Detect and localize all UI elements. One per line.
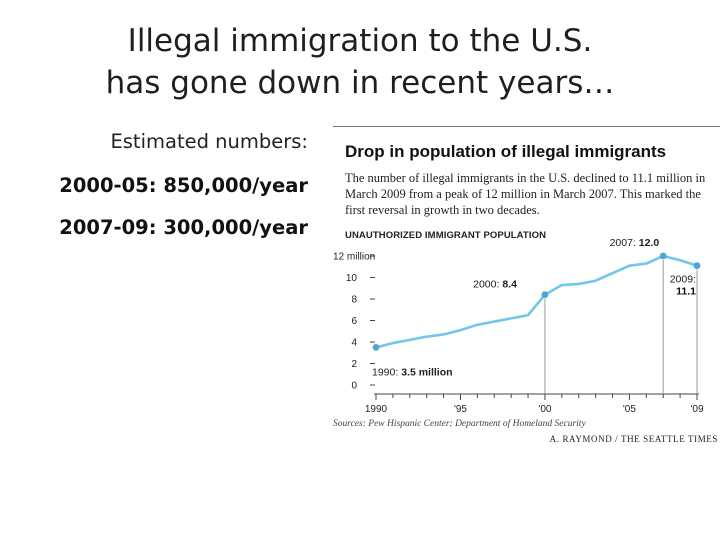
y-tick-label: 10	[346, 273, 358, 284]
figure-subhead: UNAUTHORIZED IMMIGRANT POPULATION	[345, 230, 547, 241]
slide-title: Illegal immigration to the U.S. has gone…	[0, 20, 720, 104]
data-label-1990: 1990: 3.5 million	[372, 366, 453, 378]
slide-title-line-2: has gone down in recent years…	[105, 65, 615, 101]
data-label-1990-year: 1990:	[372, 366, 401, 378]
x-tick-label: '09	[690, 404, 703, 415]
data-point-2000	[541, 291, 549, 299]
y-tick-label: 2	[351, 359, 357, 370]
data-label-2009-year: 2009:	[670, 274, 696, 286]
series-line	[374, 254, 699, 349]
y-tick-label: 8	[351, 295, 357, 306]
x-tick-label: '95	[454, 404, 467, 415]
stat-2007-09: 2007-09: 300,000/year	[59, 216, 308, 239]
x-tick-label: '00	[538, 404, 551, 415]
figure-top-rule	[333, 126, 720, 127]
x-tick-label: 1990	[365, 404, 388, 415]
y-tick-label: 6	[351, 316, 357, 327]
x-tick-label: '05	[623, 404, 636, 415]
data-label-2007-year: 2007:	[610, 238, 639, 249]
figure-description: The number of illegal immigrants in the …	[345, 171, 706, 217]
data-label-2000: 2000: 8.4	[473, 279, 517, 291]
estimated-label: Estimated numbers:	[110, 130, 308, 153]
slide-title-line-1: Illegal immigration to the U.S.	[127, 23, 593, 59]
y-tick-label: 0	[351, 381, 357, 392]
data-label-1990-value: 3.5 million	[401, 366, 452, 378]
y-tick-label: 12 million	[333, 252, 375, 263]
data-label-2000-year: 2000:	[473, 279, 502, 291]
figure-source: Sources: Pew Hispanic Center; Department…	[333, 419, 586, 429]
figure-credit: A. RAYMOND / THE SEATTLE TIMES	[549, 434, 718, 444]
data-label-2009-value: 11.1	[676, 286, 696, 298]
newspaper-figure: Drop in population of illegal immigrants…	[333, 126, 720, 446]
y-tick-label: 4	[351, 338, 357, 349]
data-label-2000-value: 8.4	[502, 279, 517, 291]
data-point-2007	[659, 252, 667, 260]
line-chart: 0 2 4 6 8 10 12 million 1990 '95 '00 '05 '09 1990: 3…	[333, 238, 704, 415]
data-point-2009	[693, 262, 701, 270]
data-label-2007: 2007: 12.0	[610, 238, 660, 249]
data-point-1990	[372, 343, 380, 351]
figure-title: Drop in population of illegal immigrants	[345, 142, 667, 161]
stat-2000-05: 2000-05: 850,000/year	[59, 174, 308, 197]
data-label-2007-value: 12.0	[639, 238, 660, 249]
